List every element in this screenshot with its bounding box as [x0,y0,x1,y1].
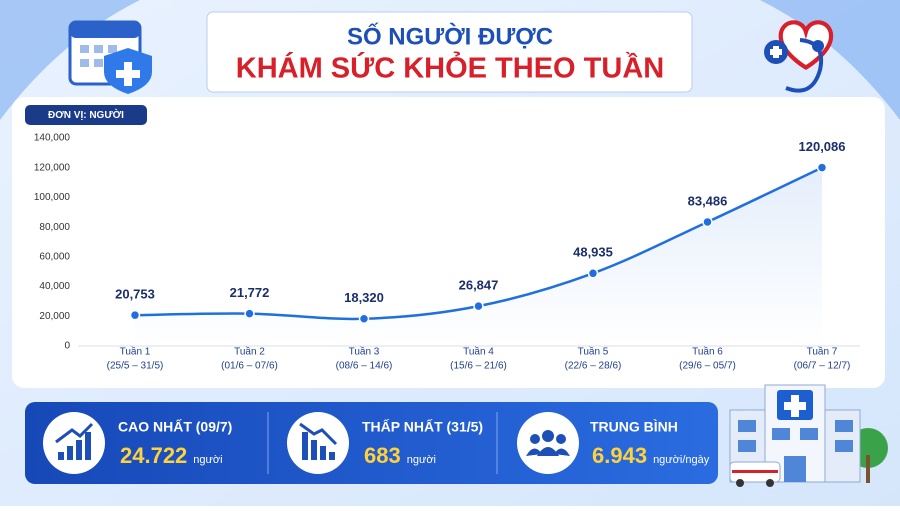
value-label: 48,935 [573,245,613,260]
y-tick-label: 60,000 [39,251,70,262]
y-tick-label: 120,000 [34,162,71,173]
x-tick-sublabel: (06/7 – 12/7) [794,361,851,372]
x-tick-sublabel: (01/6 – 07/6) [221,361,278,372]
x-tick-label: Tuần 3 [349,346,380,358]
corner-decoration [760,0,900,120]
value-label: 83,486 [688,193,728,208]
x-tick-label: Tuần 2 [234,346,265,358]
y-tick-label: 20,000 [39,311,70,322]
stat-unit: người/ngày [653,454,710,466]
stat-value: 24.722 [120,443,187,468]
x-tick-sublabel: (08/6 – 14/6) [336,361,393,372]
title-line1: SỐ NGƯỜI ĐƯỢC [347,22,553,50]
y-axis-label: ĐƠN VỊ: NGƯỜI [48,108,124,121]
x-tick-sublabel: (15/6 – 21/6) [450,361,507,372]
unit-pill [25,105,147,125]
title-line2: KHÁM SỨC KHỎE THEO TUẦN [236,51,664,85]
value-label: 120,086 [799,139,846,154]
y-tick-label: 100,000 [34,192,71,203]
stat-icon-up [43,412,105,474]
calendar-icon [68,20,152,94]
x-tick-label: Tuần 6 [692,346,723,358]
line-area [135,167,822,346]
point [358,313,370,325]
x-tick-sublabel: (29/6 – 05/7) [679,361,736,372]
point [702,216,713,228]
stat-icon-down [287,412,349,474]
x-tick-label: Tuần 7 [807,346,838,358]
point [816,162,828,173]
stat-icon-average [517,412,579,474]
point [244,308,255,319]
stats: CAO NHẤT (09/7) 24.722 người THẤP NHẤT (31/… [118,419,710,468]
value-label: 18,320 [344,290,384,305]
y-tick-label: 0 [64,341,70,352]
hospital-illustration [729,384,888,487]
y-tick-label: 140,000 [34,133,71,144]
point [473,300,484,312]
y-tick-label: 80,000 [39,222,70,233]
point [129,309,141,321]
plot-area: 0 20,000 40,000 60,000 80,000 100,000 120,000 1… [34,133,860,372]
x-tick-sublabel: (22/6 – 28/6) [565,361,622,372]
value-label: 20,753 [115,287,155,302]
health-icon [764,20,834,93]
value-label: 26,847 [459,278,499,293]
title-box [206,11,693,93]
stat-unit: người [407,454,436,466]
y-tick-label: 40,000 [39,281,70,292]
stat-label: CAO NHẤT (09/7) [118,419,232,435]
x-tick-label: Tuần 4 [463,346,494,358]
stat-value: 683 [364,443,401,468]
x-tick-label: Tuần 5 [578,346,609,358]
corner-decoration [0,0,140,120]
point [587,268,599,279]
x-tick-sublabel: (25/5 – 31/5) [107,361,164,372]
x-tick-label: Tuần 1 [120,346,151,358]
stat-value: 6.943 [592,443,647,468]
stat-label: THẤP NHẤT (31/5) [362,419,483,435]
stat-unit: người [193,454,222,466]
stat-label: TRUNG BÌNH [590,419,678,435]
value-label: 21,772 [230,285,270,300]
